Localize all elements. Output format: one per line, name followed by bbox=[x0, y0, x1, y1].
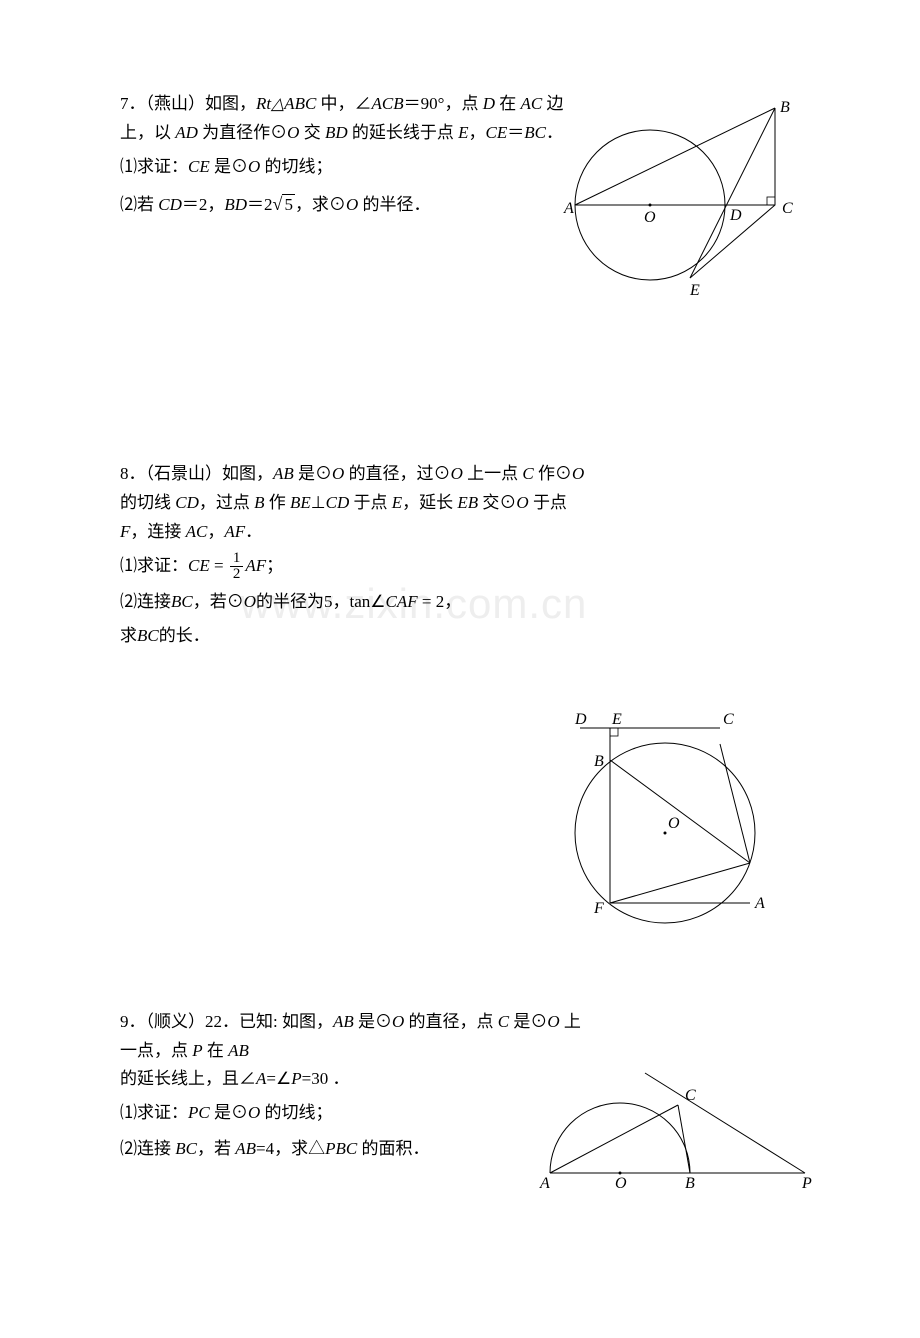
svg-text:E: E bbox=[611, 711, 622, 728]
problem-8: www.zixin.com.cn 8．（石景山）如图，AB 是⊙O 的直径，过⊙… bbox=[120, 460, 800, 888]
fraction-icon: 12 bbox=[230, 551, 244, 582]
problem-8-text: 8．（石景山）如图，AB 是⊙O 的直径，过⊙O 上一点 C 作⊙O 的切线 C… bbox=[120, 460, 590, 653]
svg-text:B: B bbox=[685, 1175, 695, 1192]
problem-9: 9．（顺义）22．已知: 如图，AB 是⊙O 的直径，点 C 是⊙O 上一点，点… bbox=[120, 1008, 800, 1258]
svg-text:E: E bbox=[689, 282, 700, 299]
p8-source: （石景山） bbox=[146, 464, 223, 483]
svg-text:C: C bbox=[782, 200, 793, 217]
p9-source: （顺义） bbox=[146, 1012, 206, 1031]
svg-text:A: A bbox=[563, 200, 574, 217]
p9-figure: A B C O P bbox=[530, 1058, 820, 1203]
svg-text:O: O bbox=[644, 209, 656, 226]
p9-q1: ⑴求证：PC 是⊙O 的切线； bbox=[120, 1096, 590, 1130]
p8-number: 8． bbox=[120, 464, 146, 483]
svg-text:B: B bbox=[594, 753, 604, 770]
p7-q2: ⑵若 CD＝2，BD＝25，求⊙O 的半径． bbox=[120, 186, 590, 222]
sqrt-icon: 5 bbox=[273, 186, 295, 222]
svg-text:D: D bbox=[574, 711, 587, 728]
svg-text:O: O bbox=[668, 815, 680, 832]
svg-text:P: P bbox=[801, 1175, 812, 1192]
problem-7: 7．（燕山）如图，Rt△ABC 中，∠ACB＝90°，点 D 在 AC 边上，以… bbox=[120, 90, 800, 340]
svg-text:B: B bbox=[780, 100, 790, 116]
svg-text:A: A bbox=[539, 1175, 550, 1192]
svg-text:D: D bbox=[729, 207, 742, 224]
p8-q2: ⑵连接BC，若⊙O的半径为5，tan∠CAF = 2，求BC的长． bbox=[120, 585, 500, 653]
svg-text:C: C bbox=[723, 711, 734, 728]
p7-number: 7． bbox=[120, 94, 146, 113]
problem-9-text: 9．（顺义）22．已知: 如图，AB 是⊙O 的直径，点 C 是⊙O 上一点，点… bbox=[120, 1008, 590, 1167]
p7-source: （燕山） bbox=[146, 94, 206, 113]
svg-text:F: F bbox=[593, 900, 604, 917]
p7-figure: A B C D E O bbox=[550, 100, 810, 305]
svg-text:A: A bbox=[754, 895, 765, 912]
p7-q1: ⑴求证：CE 是⊙O 的切线； bbox=[120, 150, 590, 184]
p9-q2: ⑵连接 BC，若 AB=4，求△PBC 的面积． bbox=[120, 1132, 590, 1166]
p8-q1: ⑴求证：CE = 12AF； bbox=[120, 549, 590, 583]
problem-7-text: 7．（燕山）如图，Rt△ABC 中，∠ACB＝90°，点 D 在 AC 边上，以… bbox=[120, 90, 590, 222]
svg-text:C: C bbox=[685, 1087, 696, 1104]
svg-text:O: O bbox=[615, 1175, 627, 1192]
p9-number: 9． bbox=[120, 1012, 146, 1031]
p8-figure: A B C D E F O bbox=[550, 708, 920, 943]
